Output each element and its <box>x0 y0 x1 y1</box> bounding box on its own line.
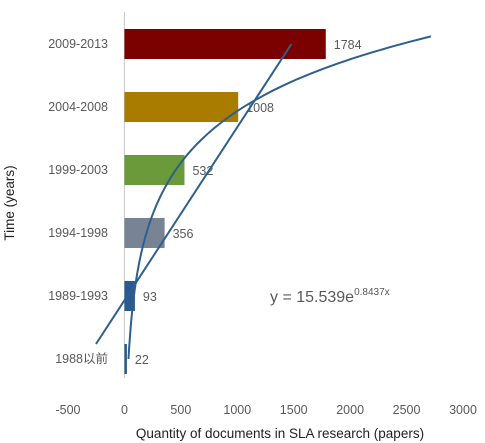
linear-trendline <box>95 43 293 345</box>
y-tick-label-1994-1998: 1994-1998 <box>48 226 108 240</box>
bar-2004-2008 <box>124 92 239 122</box>
y-tick-label-2004-2008: 2004-2008 <box>48 100 108 114</box>
value-label-1994-1998: 356 <box>173 227 194 241</box>
bar-1988以前 <box>124 344 127 374</box>
x-tick-label-2000: 2000 <box>336 403 364 417</box>
equation-exponent: 0.8437x <box>354 287 390 298</box>
exponential-trendline <box>127 35 432 360</box>
trendline-equation: y = 15.539e0.8437x <box>270 287 390 306</box>
y-tick-label-2009-2013: 2009-2013 <box>48 37 108 51</box>
x-tick-labels-group: -500 0 500 1000 1500 2000 2500 3000 <box>55 403 476 417</box>
y-tick-labels-group: 2009-2013 2004-2008 1999-2003 1994-1998 1989… <box>48 37 108 366</box>
trendline-group <box>95 35 432 360</box>
x-tick-label-1500: 1500 <box>280 403 308 417</box>
value-label-2009-2013: 1784 <box>334 38 362 52</box>
x-tick-label-500: 500 <box>170 403 191 417</box>
value-label-1988以前: 22 <box>135 353 149 367</box>
value-label-1989-1993: 93 <box>143 290 157 304</box>
y-tick-label-1999-2003: 1999-2003 <box>48 163 108 177</box>
x-axis-title: Quantity of documents in SLA research (p… <box>136 426 424 441</box>
equation-main: y = 15.539e <box>270 289 354 306</box>
x-tick-label--500: -500 <box>55 403 80 417</box>
bar-2009-2013 <box>124 29 326 59</box>
y-tick-label-1988以前: 1988以前 <box>55 351 108 366</box>
value-label-1999-2003: 532 <box>192 164 213 178</box>
x-tick-label-0: 0 <box>121 403 128 417</box>
bar-1989-1993 <box>124 281 135 311</box>
x-tick-label-2500: 2500 <box>393 403 421 417</box>
y-tick-label-1989-1993: 1989-1993 <box>48 289 108 303</box>
y-axis-title: Time (years) <box>2 165 17 240</box>
x-tick-label-1000: 1000 <box>223 403 251 417</box>
x-tick-label-3000: 3000 <box>449 403 477 417</box>
bars-group <box>124 29 326 374</box>
